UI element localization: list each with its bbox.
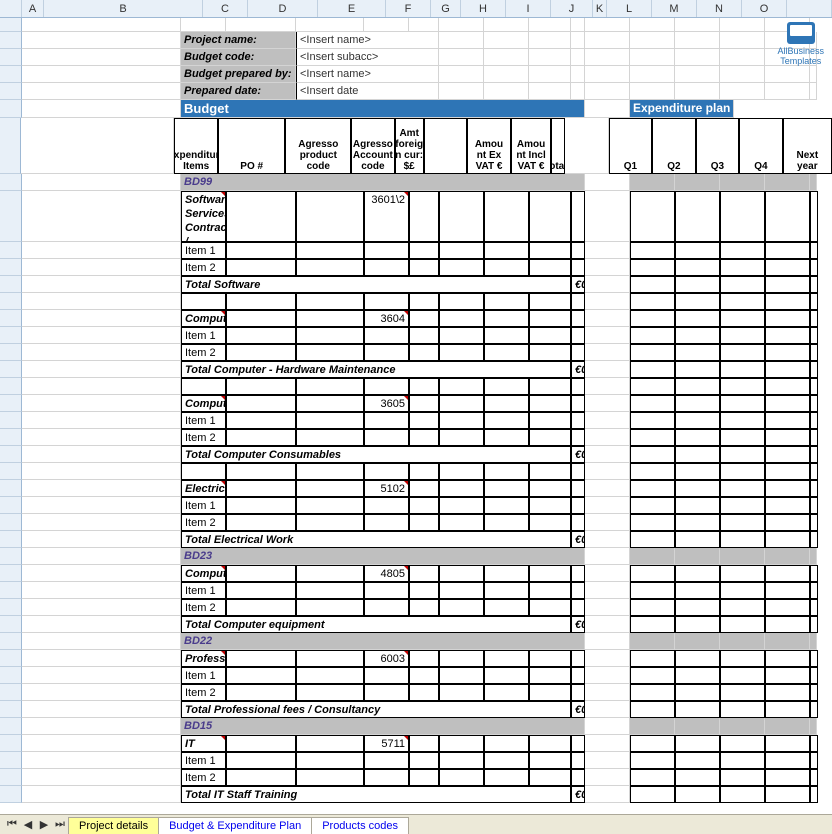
spreadsheet-grid[interactable]: Project name:<Insert name>Budget code:<I… xyxy=(0,18,832,803)
sheet-tabs: ⏮ ◀ ▶ ⏭ Project details Budget & Expendi… xyxy=(0,814,832,834)
laptop-icon xyxy=(787,22,815,44)
nav-last-icon[interactable]: ⏭ xyxy=(52,817,68,833)
logo: AllBusiness Templates xyxy=(777,22,824,66)
tab-products-codes[interactable]: Products codes xyxy=(311,817,409,834)
nav-next-icon[interactable]: ▶ xyxy=(36,817,52,833)
nav-prev-icon[interactable]: ◀ xyxy=(20,817,36,833)
tab-budget-expenditure[interactable]: Budget & Expenditure Plan xyxy=(158,817,312,834)
nav-first-icon[interactable]: ⏮ xyxy=(4,817,20,833)
column-headers: A B C D E F G H I J K L M N O xyxy=(0,0,832,18)
tab-project-details[interactable]: Project details xyxy=(68,817,159,834)
